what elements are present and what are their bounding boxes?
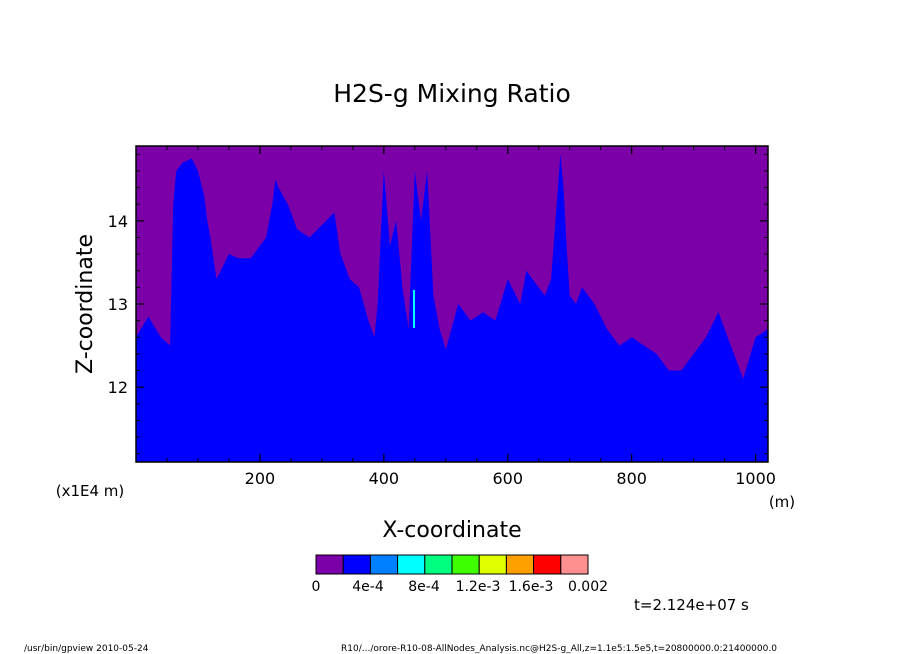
footer-right: R10/.../orore-R10-08-AllNodes_Analysis.n… <box>341 644 777 654</box>
footer-left: /usr/bin/gpview 2010-05-24 <box>24 644 149 654</box>
x-tick-label: 600 <box>492 469 523 488</box>
concentration-region <box>136 154 768 463</box>
colorbar-swatch <box>505 554 535 575</box>
y-axis-title: Z-coordinate <box>73 234 98 374</box>
x-unit-label: (m) <box>769 493 795 511</box>
colorbar-labels: 0 4e-4 8e-4 1.2e-3 1.6e-3 0.002 <box>312 579 609 595</box>
colorbar <box>315 554 589 575</box>
time-label: t=2.124e+07 s <box>634 596 749 614</box>
colorbar-swatch <box>397 554 426 575</box>
x-axis-title: X-coordinate <box>382 518 521 543</box>
y-tick-label: 13 <box>108 295 128 314</box>
concentration-spot <box>413 290 415 328</box>
y-scale-label: (x1E4 m) <box>56 482 125 500</box>
chart-title: H2S-g Mixing Ratio <box>333 79 571 108</box>
x-tick-label: 200 <box>245 469 276 488</box>
y-tick-label: 14 <box>108 212 128 231</box>
plot-area <box>135 145 769 463</box>
x-tick-label: 400 <box>369 469 400 488</box>
colorbar-swatch <box>451 554 480 575</box>
x-tick-label: 1000 <box>735 469 776 488</box>
x-axis: 200 400 600 800 1000 <box>166 146 776 488</box>
colorbar-swatch <box>342 554 371 575</box>
colorbar-tick-label: 0.002 <box>568 579 608 595</box>
colorbar-swatch <box>369 554 399 575</box>
y-tick-label: 12 <box>108 378 128 397</box>
colorbar-tick-label: 8e-4 <box>408 579 440 595</box>
colorbar-swatch <box>533 554 562 575</box>
colorbar-swatch <box>560 554 589 575</box>
colorbar-swatch <box>478 554 507 575</box>
colorbar-tick-label: 1.6e-3 <box>509 579 554 595</box>
y-axis: 12 13 14 <box>108 153 768 455</box>
colorbar-swatch <box>315 554 344 575</box>
x-tick-label: 800 <box>616 469 647 488</box>
colorbar-tick-label: 1.2e-3 <box>456 579 501 595</box>
colorbar-tick-label: 0 <box>312 579 321 595</box>
colorbar-swatch <box>424 554 453 575</box>
colorbar-tick-label: 4e-4 <box>352 579 384 595</box>
